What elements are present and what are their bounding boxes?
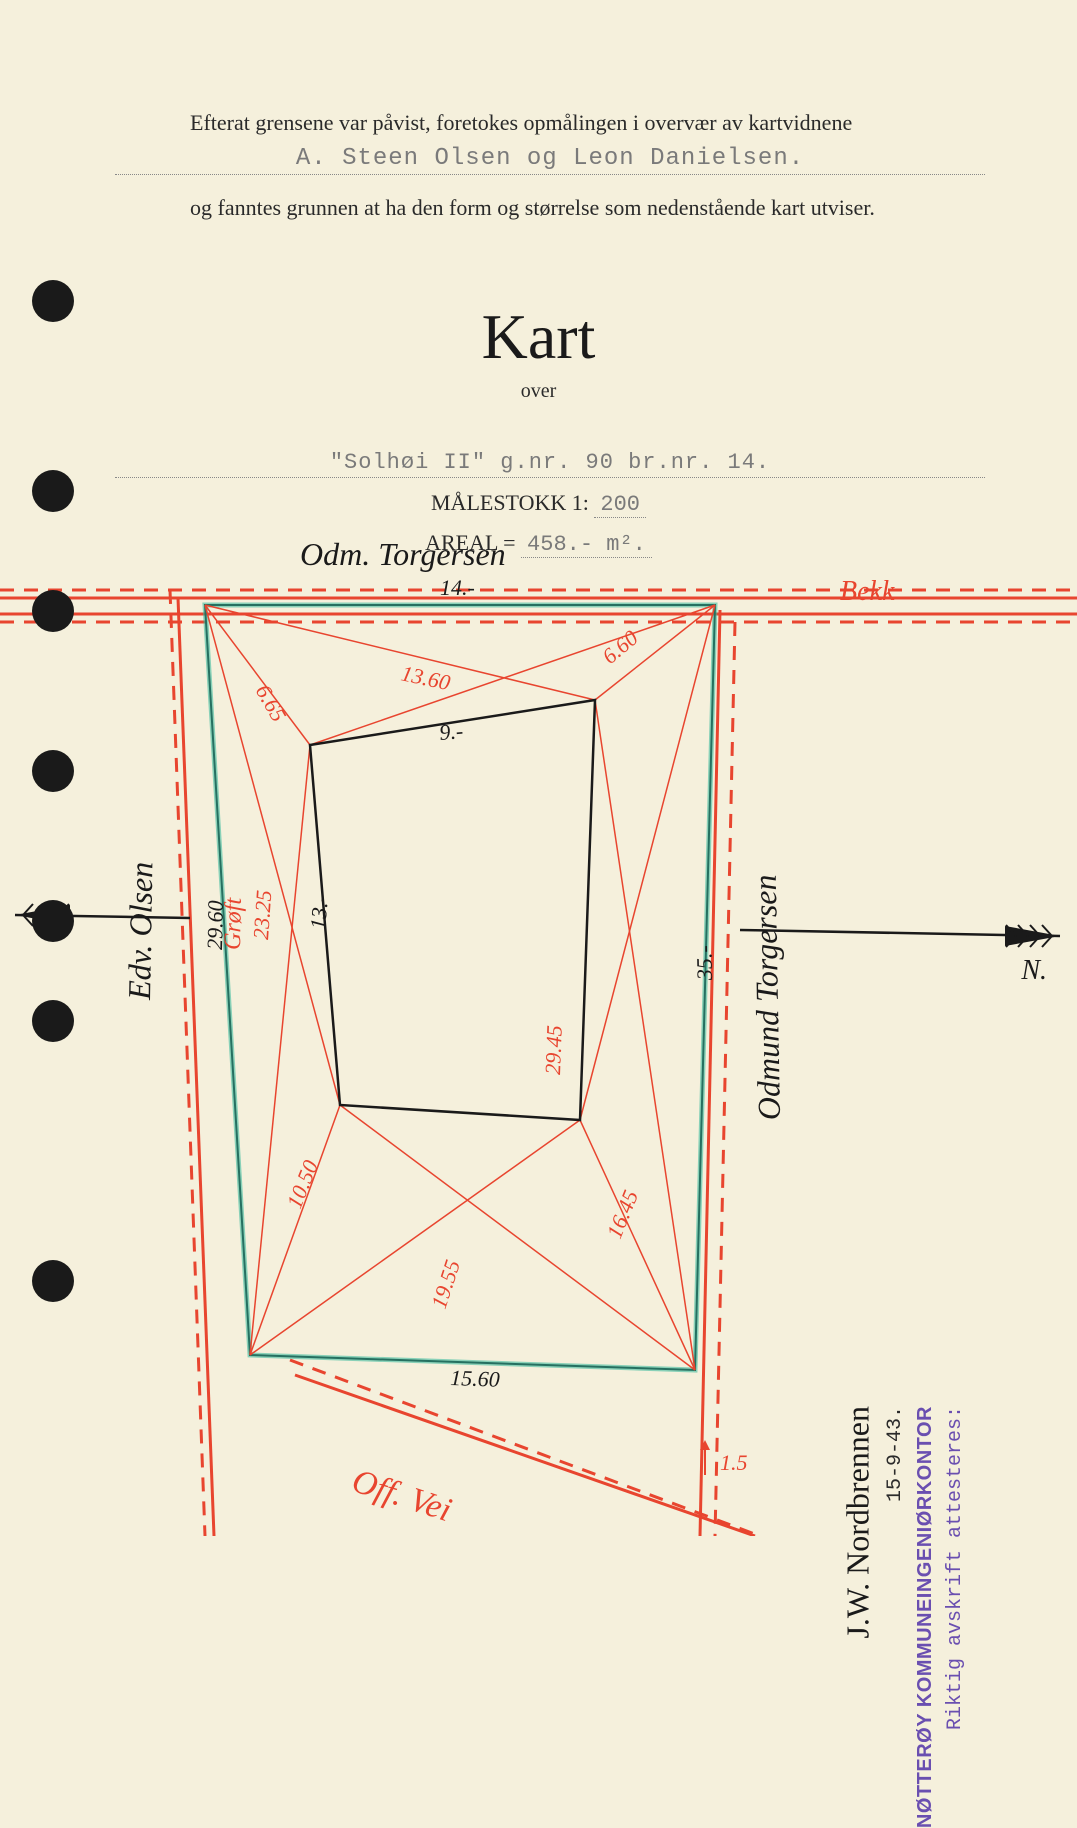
svg-text:Bekk: Bekk — [840, 576, 895, 607]
attestation-line1: Riktig avskrift attesteres: — [944, 1406, 967, 1730]
svg-text:9.-: 9.- — [438, 718, 464, 745]
svg-text:Odmund Torgersen: Odmund Torgersen — [747, 874, 787, 1120]
attestation-office: NØTTERØY KOMMUNEINGENIØRKONTOR — [914, 1406, 937, 1828]
svg-text:Off. Vei: Off. Vei — [348, 1462, 456, 1529]
svg-text:35.-: 35.- — [691, 945, 717, 981]
attestation-date: 15-9-43. — [884, 1406, 907, 1502]
svg-text:1.5: 1.5 — [720, 1450, 748, 1475]
svg-text:29.45: 29.45 — [540, 1025, 567, 1075]
svg-text:6.60: 6.60 — [597, 625, 643, 669]
document-page: Efterat grensene var påvist, foretokes o… — [0, 0, 1077, 1536]
svg-text:15.60: 15.60 — [450, 1365, 500, 1392]
punch-hole — [32, 470, 74, 512]
attestation-signature: J.W. Nordbrennen — [840, 1406, 877, 1639]
svg-text:19.55: 19.55 — [426, 1257, 465, 1312]
punch-hole — [32, 590, 74, 632]
svg-text:Edv. Olsen: Edv. Olsen — [121, 861, 159, 1001]
svg-text:Grøft: Grøft — [220, 896, 247, 950]
punch-hole — [32, 750, 74, 792]
svg-text:Odm. Torgersen: Odm. Torgersen — [300, 536, 506, 572]
punch-hole — [32, 1260, 74, 1302]
svg-text:6.65: 6.65 — [251, 680, 292, 726]
punch-hole — [32, 1000, 74, 1042]
svg-text:13.60: 13.60 — [399, 660, 453, 695]
svg-text:23.25: 23.25 — [248, 889, 276, 940]
punch-hole — [32, 900, 74, 942]
svg-text:10.50: 10.50 — [281, 1157, 323, 1212]
north-label: N. — [1021, 955, 1047, 987]
svg-text:14.-: 14.- — [440, 575, 475, 600]
survey-map: 14.-Bekk13.606.606.659.-29.6023.2513.-35… — [0, 0, 1077, 1536]
svg-text:13.-: 13.- — [305, 894, 333, 931]
punch-hole — [32, 280, 74, 322]
svg-text:16.45: 16.45 — [601, 1187, 643, 1242]
